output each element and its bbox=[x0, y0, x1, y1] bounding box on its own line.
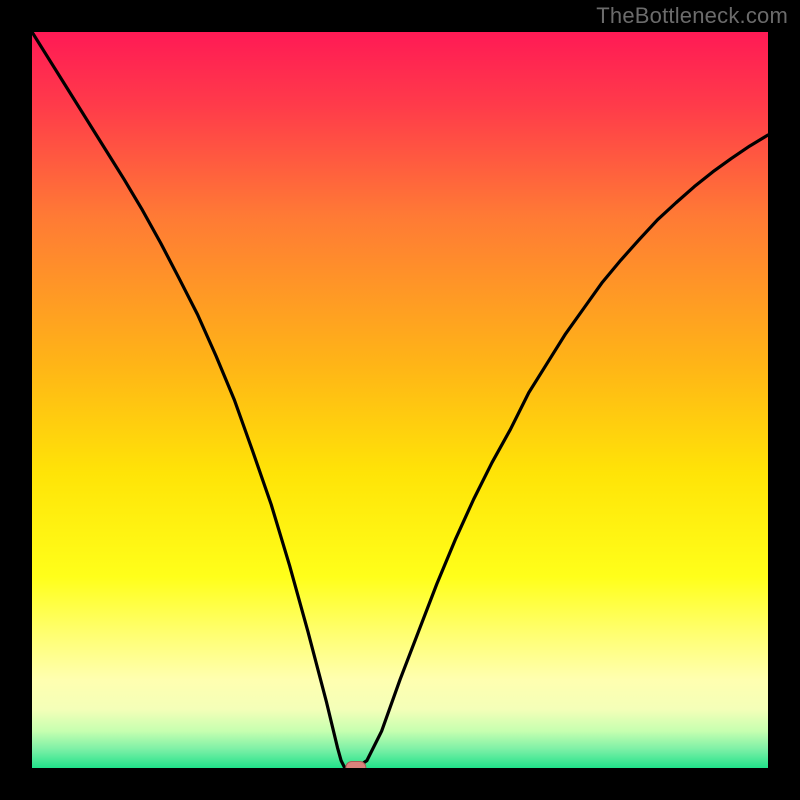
plot-area bbox=[32, 32, 768, 768]
plot-svg bbox=[32, 32, 768, 768]
watermark-text: TheBottleneck.com bbox=[596, 3, 788, 29]
chart-frame: { "watermark": { "text": "TheBottleneck.… bbox=[0, 0, 800, 800]
min-marker bbox=[346, 762, 366, 769]
gradient-background bbox=[32, 32, 768, 768]
